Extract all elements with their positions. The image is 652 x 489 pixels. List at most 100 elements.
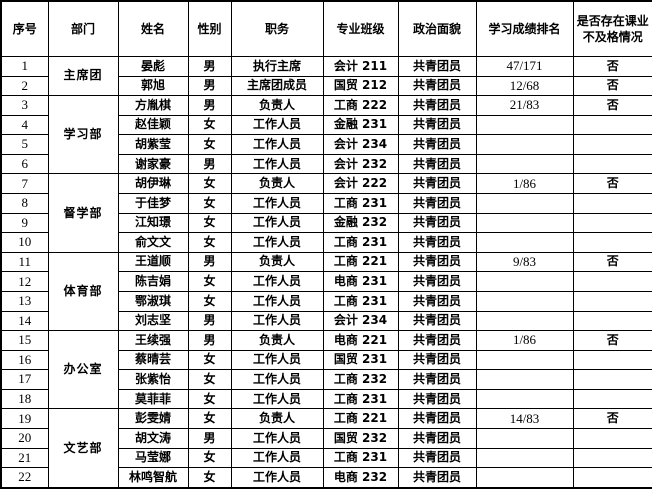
cell-fail [572,388,652,410]
cell-rank [475,271,574,292]
cell-name: 俞文文 [117,232,189,253]
table-row: 5 胡紫莹 女 工作人员 会计 234 共青团员 [0,134,652,155]
cell-name: 江知璟 [117,212,189,234]
cell-gender: 男 [187,95,232,116]
cell-fail: 否 [572,330,652,351]
cell-political: 共青团员 [397,271,477,292]
table-row: 4 赵佳颖 女 工作人员 金融 231 共青团员 [0,114,652,136]
cell-gender: 女 [187,467,232,489]
cell-gender: 男 [187,330,232,351]
cell-position: 工作人员 [230,153,324,175]
cell-serial: 20 [0,427,49,449]
cell-political: 共青团员 [397,56,477,77]
cell-rank [475,232,574,253]
cell-serial: 18 [0,388,49,410]
cell-fail [572,212,652,234]
cell-gender: 女 [187,232,232,253]
cell-political: 共青团员 [397,153,477,175]
cell-position: 工作人员 [230,369,324,390]
cell-position: 工作人员 [230,447,324,469]
table-row: 21 马莹娜 女 工作人员 工商 231 共青团员 [0,447,652,469]
cell-gender: 女 [187,388,232,410]
cell-position: 负责人 [230,173,324,195]
cell-gender: 女 [187,212,232,234]
cell-class: 电商 221 [322,330,399,351]
cell-department: 办公室 [47,330,119,410]
cell-fail [572,369,652,390]
cell-gender: 女 [187,173,232,195]
cell-name: 胡伊琳 [117,173,189,195]
cell-serial: 14 [0,310,49,332]
cell-political: 共青团员 [397,212,477,234]
cell-serial: 17 [0,369,49,390]
cell-serial: 10 [0,232,49,253]
cell-position: 负责人 [230,251,324,273]
cell-class: 金融 232 [322,212,399,234]
cell-class: 工商 221 [322,251,399,273]
cell-serial: 8 [0,193,49,214]
cell-gender: 男 [187,251,232,273]
cell-class: 金融 231 [322,114,399,136]
cell-fail: 否 [572,408,652,429]
cell-name: 张紫怡 [117,369,189,390]
cell-class: 会计 222 [322,173,399,195]
cell-department: 督学部 [47,173,119,253]
cell-class: 会计 232 [322,153,399,175]
cell-rank [475,153,574,175]
table-row: 19 文艺部 彭雯婧 女 负责人 工商 221 共青团员 14/83 否 [0,408,652,489]
cell-political: 共青团员 [397,75,477,97]
cell-fail [572,427,652,449]
cell-serial: 7 [0,173,49,195]
cell-class: 工商 231 [322,388,399,410]
cell-serial: 6 [0,153,49,175]
cell-political: 共青团员 [397,427,477,449]
cell-position: 工作人员 [230,467,324,489]
cell-rank [475,310,574,332]
cell-rank [475,212,574,234]
cell-class: 会计 211 [322,56,399,77]
cell-name: 鄂淑琪 [117,290,189,312]
cell-gender: 女 [187,369,232,390]
cell-class: 工商 222 [322,95,399,116]
cell-political: 共青团员 [397,408,477,429]
cell-political: 共青团员 [397,232,477,253]
header-gender: 性别 [187,0,232,57]
cell-fail [572,290,652,312]
cell-name: 方胤棋 [117,95,189,116]
cell-rank [475,447,574,469]
cell-rank: 1/86 [475,330,574,351]
table-row: 15 办公室 王续强 男 负责人 电商 221 共青团员 1/86 否 [0,330,652,410]
cell-rank: 21/83 [475,95,574,116]
cell-rank: 47/171 [475,56,574,77]
cell-rank: 12/68 [475,75,574,97]
cell-fail: 否 [572,75,652,97]
cell-political: 共青团员 [397,290,477,312]
cell-position: 工作人员 [230,349,324,371]
cell-name: 林鸣智航 [117,467,189,489]
cell-class: 工商 231 [322,193,399,214]
cell-name: 马莹娜 [117,447,189,469]
cell-position: 工作人员 [230,427,324,449]
cell-name: 郭旭 [117,75,189,97]
cell-serial: 1 [0,56,49,77]
table-row: 11 体育部 王道顺 男 负责人 工商 221 共青团员 9/83 否 [0,251,652,332]
cell-political: 共青团员 [397,310,477,332]
cell-class: 国贸 231 [322,349,399,371]
cell-fail: 否 [572,95,652,116]
cell-class: 会计 234 [322,134,399,155]
cell-name: 谢家豪 [117,153,189,175]
cell-serial: 16 [0,349,49,371]
cell-political: 共青团员 [397,251,477,273]
cell-gender: 女 [187,349,232,371]
cell-position: 工作人员 [230,310,324,332]
table-row: 17 张紫怡 女 工作人员 工商 232 共青团员 [0,369,652,390]
cell-rank [475,134,574,155]
cell-position: 工作人员 [230,193,324,214]
cell-fail [572,232,652,253]
cell-fail [572,193,652,214]
cell-department: 主席团 [47,55,119,97]
cell-department: 学习部 [47,95,119,175]
cell-name: 刘志坚 [117,310,189,332]
header-row: 序号 部门 姓名 性别 职务 专业班级 政治面貌 学习成绩排名 是否存在课业不及… [0,0,652,57]
cell-rank [475,290,574,312]
